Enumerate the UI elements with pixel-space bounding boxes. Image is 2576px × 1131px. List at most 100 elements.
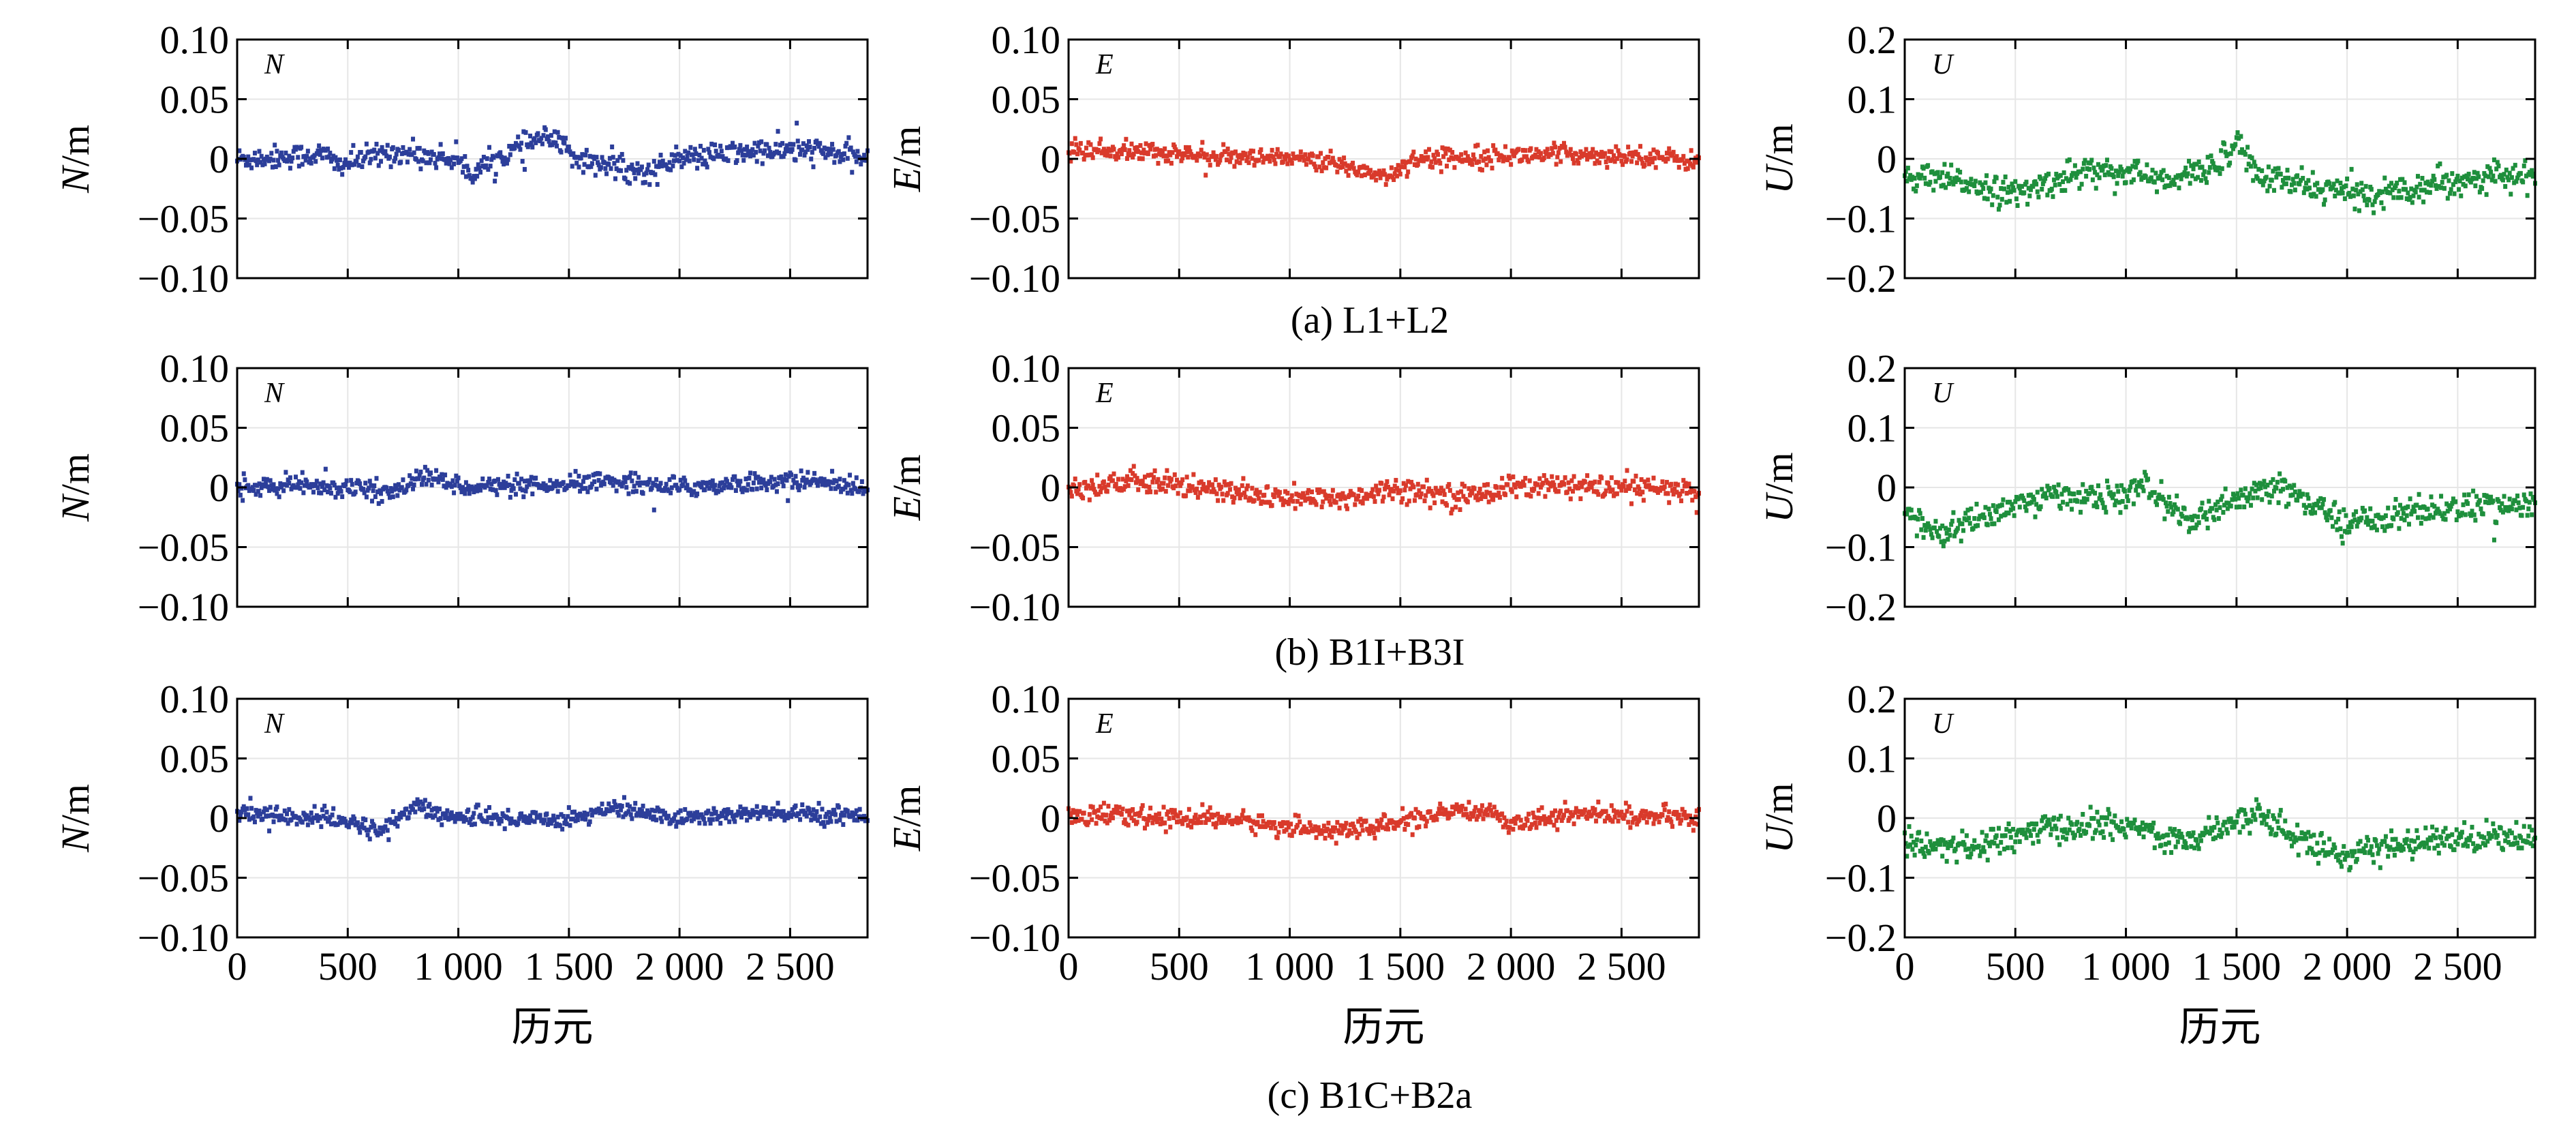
data-point xyxy=(2286,502,2290,507)
data-point xyxy=(295,821,299,826)
data-point xyxy=(2079,510,2083,515)
data-point xyxy=(2333,500,2337,504)
data-point xyxy=(2408,496,2412,501)
data-point xyxy=(2256,496,2260,500)
data-point xyxy=(1347,173,1351,178)
data-point xyxy=(1676,483,1680,487)
data-point xyxy=(1210,482,1214,487)
data-point xyxy=(1627,804,1631,809)
data-point xyxy=(413,809,417,814)
data-point xyxy=(789,472,793,477)
data-point xyxy=(1542,155,1546,160)
data-point xyxy=(1915,534,1919,539)
data-point xyxy=(2175,494,2179,498)
data-point xyxy=(506,474,510,479)
data-point xyxy=(2203,510,2207,515)
data-point xyxy=(1216,498,1220,503)
data-point xyxy=(628,181,632,185)
data-point xyxy=(846,135,850,140)
panel-tag: N xyxy=(264,708,285,740)
data-point xyxy=(2403,517,2407,522)
x-axis-label: 历元 xyxy=(1343,1004,1425,1051)
x-axis-label: 历元 xyxy=(512,1004,594,1051)
data-point xyxy=(2016,203,2020,208)
data-point xyxy=(2485,192,2489,197)
data-point xyxy=(1345,507,1349,511)
data-point xyxy=(1628,825,1632,830)
data-point xyxy=(1915,837,1919,842)
data-point xyxy=(1374,483,1378,488)
data-point xyxy=(2048,486,2052,491)
data-point xyxy=(2171,509,2175,514)
data-point xyxy=(2187,159,2191,164)
data-point xyxy=(2166,509,2170,514)
data-point xyxy=(786,498,790,503)
data-point xyxy=(1559,809,1563,813)
data-point xyxy=(1326,821,1330,826)
data-point xyxy=(812,146,816,151)
data-point xyxy=(2176,507,2180,511)
data-point xyxy=(328,485,332,490)
data-point xyxy=(1983,181,1987,185)
data-point xyxy=(466,168,470,172)
data-point xyxy=(1077,482,1082,487)
data-point xyxy=(2306,178,2310,183)
panel-tag: N xyxy=(264,378,285,409)
data-point xyxy=(1637,817,1641,822)
data-point xyxy=(430,483,434,487)
data-point xyxy=(1136,487,1140,492)
data-point xyxy=(2283,479,2287,483)
data-point xyxy=(2439,494,2443,498)
data-point xyxy=(2453,192,2457,196)
data-point xyxy=(281,488,286,493)
data-point xyxy=(794,157,798,162)
data-point xyxy=(1353,502,1357,507)
data-point xyxy=(1576,161,1580,166)
data-point xyxy=(1532,487,1536,492)
series-points xyxy=(1067,800,1701,845)
y-tick-label: 0.10 xyxy=(992,18,1061,62)
data-point xyxy=(1099,136,1103,141)
data-point xyxy=(1933,847,1937,851)
y-tick-label: −0.10 xyxy=(969,585,1060,629)
data-point xyxy=(422,806,426,811)
data-point xyxy=(2057,483,2061,487)
data-point xyxy=(2136,159,2140,164)
data-point xyxy=(1372,830,1376,835)
data-point xyxy=(583,153,587,157)
y-tick-label: −0.05 xyxy=(138,197,229,241)
data-point xyxy=(1073,136,1077,141)
data-point xyxy=(2501,178,2505,183)
data-point xyxy=(2331,524,2335,529)
data-point xyxy=(755,804,759,809)
data-point xyxy=(1486,813,1490,817)
data-point xyxy=(1543,494,1547,499)
data-point xyxy=(1138,143,1142,148)
data-point xyxy=(2218,505,2222,510)
data-point xyxy=(808,145,812,149)
y-axis-label-unit: /m xyxy=(53,784,97,826)
data-point xyxy=(1482,817,1486,821)
data-point xyxy=(1936,170,1940,175)
data-point xyxy=(2145,162,2149,167)
data-point xyxy=(2464,512,2468,517)
data-point xyxy=(1199,820,1203,825)
data-point xyxy=(2336,517,2340,522)
data-point xyxy=(685,483,689,487)
data-point xyxy=(1906,166,1910,170)
data-point xyxy=(1914,189,1918,194)
data-point xyxy=(652,508,656,513)
data-point xyxy=(1491,497,1495,502)
data-point xyxy=(2416,515,2420,520)
data-point xyxy=(703,821,707,826)
data-point xyxy=(2459,194,2463,198)
data-point xyxy=(1088,498,1092,502)
data-point xyxy=(275,804,279,809)
data-point xyxy=(1610,487,1614,492)
data-point xyxy=(1539,151,1543,155)
data-point xyxy=(2155,502,2159,507)
data-point xyxy=(1500,476,1504,481)
data-point xyxy=(1256,820,1260,825)
data-point xyxy=(2365,202,2369,207)
